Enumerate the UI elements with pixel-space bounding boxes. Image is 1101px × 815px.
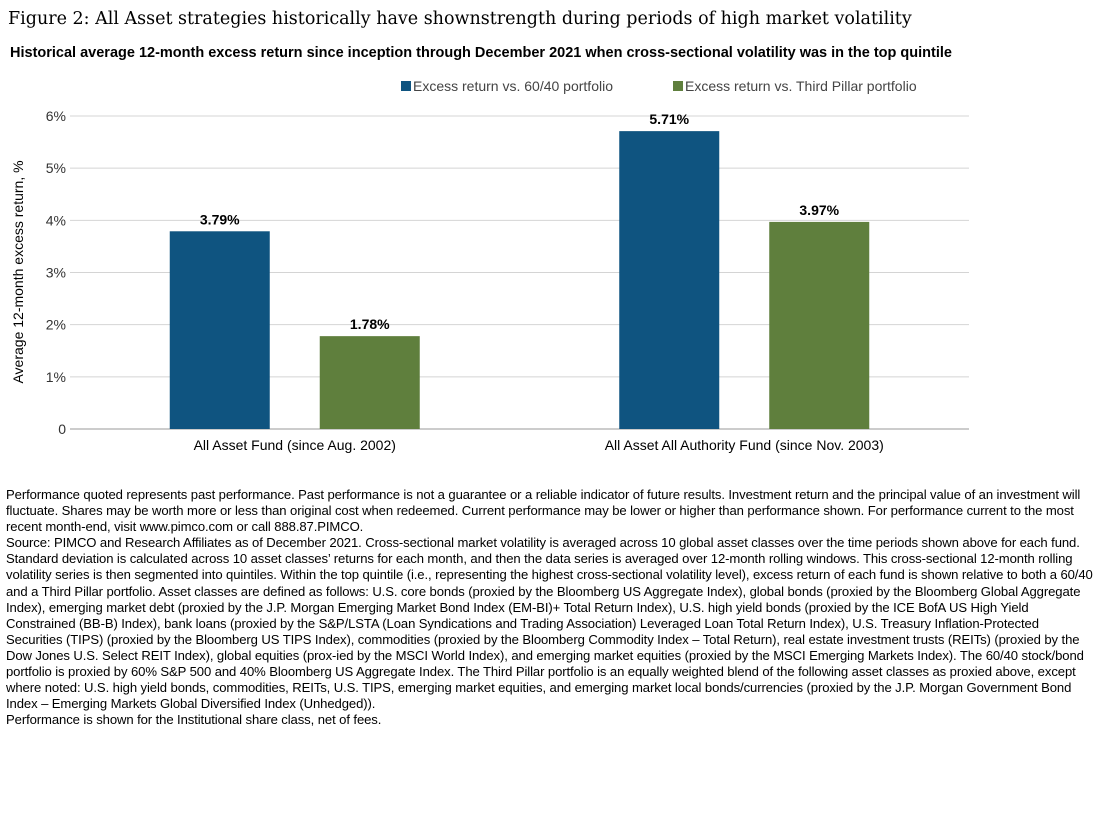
bar-60-40 xyxy=(169,231,270,429)
legend-swatch-60-40 xyxy=(401,81,411,91)
y-tick-label: 2% xyxy=(46,317,66,333)
chart-subtitle: Historical average 12-month excess retur… xyxy=(10,45,952,61)
performance-disclaimer: Performance quoted represents past perfo… xyxy=(6,487,1081,535)
bar-60-40 xyxy=(619,131,720,429)
y-axis-label: Average 12-month excess return, % xyxy=(10,160,26,383)
y-tick-label: 1% xyxy=(46,369,66,385)
share-class-note: Performance is shown for the Institution… xyxy=(6,712,382,728)
source-note: Source: PIMCO and Research Affiliates as… xyxy=(6,535,1093,712)
legend-label-60-40: Excess return vs. 60/40 portfolio xyxy=(413,78,613,94)
legend-label-third-pillar: Excess return vs. Third Pillar portfolio xyxy=(685,78,917,94)
x-axis-categories: All Asset Fund (since Aug. 2002) All Asse… xyxy=(194,437,884,453)
y-tick-label: 0 xyxy=(58,421,66,437)
y-tick-label: 4% xyxy=(46,212,66,228)
bar-value-label: 5.71% xyxy=(649,111,689,127)
legend-swatch-third-pillar xyxy=(673,81,683,91)
legend: Excess return vs. 60/40 portfolio Excess… xyxy=(401,78,917,94)
x-category-label: All Asset Fund (since Aug. 2002) xyxy=(194,437,396,453)
bars xyxy=(169,131,870,429)
bar-value-label: 1.78% xyxy=(350,316,390,332)
y-axis-ticks: 0 1% 2% 3% 4% 5% 6% xyxy=(46,108,66,437)
figure-title: Figure 2: All Asset strategies historica… xyxy=(8,9,912,29)
bar-value-labels: 3.79% 1.78% 5.71% 3.97% xyxy=(200,111,840,332)
y-tick-label: 6% xyxy=(46,108,66,124)
bar-value-label: 3.79% xyxy=(200,211,240,227)
bar-chart: Excess return vs. 60/40 portfolio Excess… xyxy=(10,78,969,453)
bar-third-pillar xyxy=(319,336,420,429)
y-tick-label: 5% xyxy=(46,160,66,176)
footnotes: Performance quoted represents past perfo… xyxy=(6,487,1096,728)
y-tick-label: 3% xyxy=(46,265,66,281)
x-category-label: All Asset All Authority Fund (since Nov.… xyxy=(605,437,884,453)
bar-third-pillar xyxy=(769,221,870,429)
bar-value-label: 3.97% xyxy=(799,202,839,218)
